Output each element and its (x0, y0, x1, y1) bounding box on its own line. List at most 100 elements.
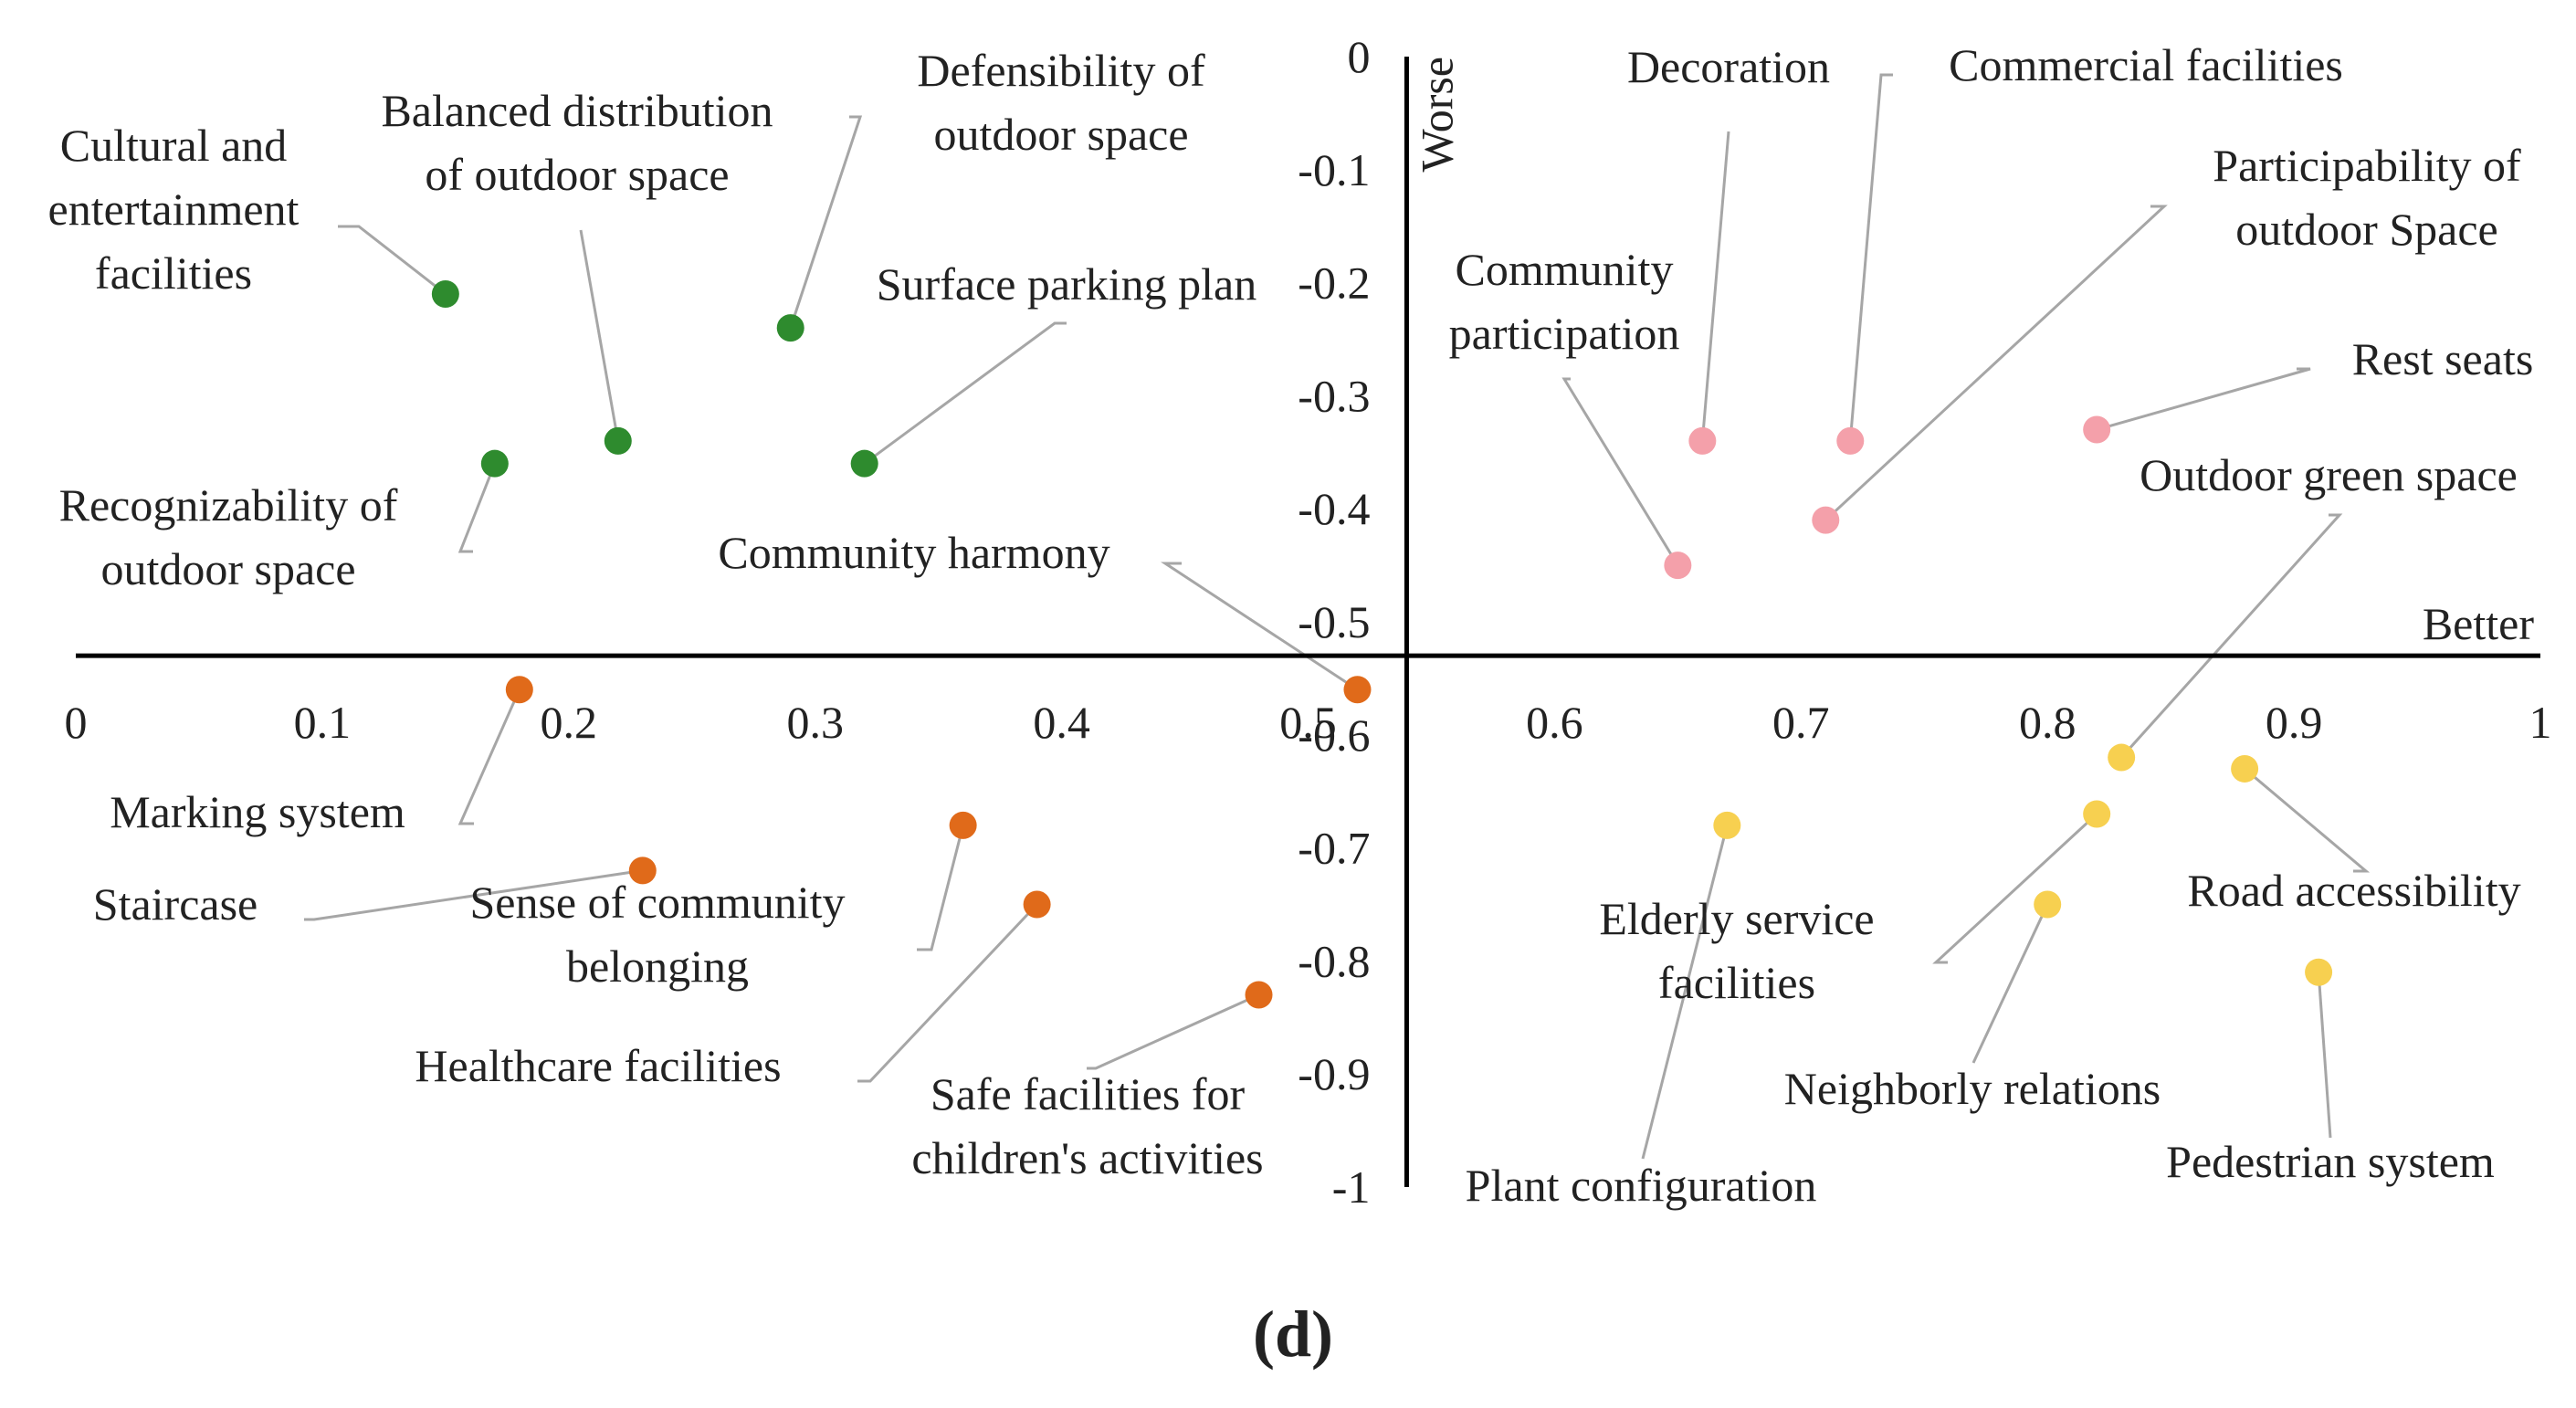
point-label-line: facilities (95, 247, 252, 299)
y-tick-label: -0.9 (1298, 1048, 1370, 1099)
leader-line (2317, 972, 2332, 1139)
point-label: Pedestrian system (2166, 1136, 2495, 1187)
leader-line (304, 868, 643, 921)
data-point (1023, 890, 1051, 919)
point-label-line: belonging (566, 940, 749, 992)
point-label-line: Rest seats (2352, 333, 2534, 384)
y-tick-label: -0.5 (1298, 596, 1370, 647)
point-label-line: Pedestrian system (2166, 1136, 2495, 1187)
point-label: Plant configuration (1466, 1160, 1817, 1211)
leader-line (1700, 131, 1730, 442)
point-label-line: outdoor space (933, 109, 1188, 160)
point-label-line: Community (1456, 244, 1674, 295)
point-label: Community harmony (718, 527, 1109, 578)
point-label-line: Plant configuration (1466, 1160, 1817, 1211)
data-point (776, 314, 804, 342)
point-label-line: Commercial facilities (1949, 39, 2343, 90)
point-label-line: Defensibility of (917, 45, 1205, 96)
y-tick-label: -0.8 (1298, 935, 1370, 986)
point-label: Sense of community belonging (469, 877, 845, 992)
data-point (431, 279, 459, 308)
panel-label: (d) (1253, 1298, 1333, 1371)
point-label-line: Neighborly relations (1784, 1063, 2161, 1114)
x-axis-title: Better (2423, 598, 2535, 649)
point-label-line: Recognizability of (59, 479, 398, 531)
point-label-line: Balanced distribution (381, 85, 773, 136)
point-label-line: Surface parking plan (877, 258, 1257, 310)
point-label-line: Road accessibility (2187, 865, 2520, 916)
x-tick-label: 0.5 (1279, 697, 1337, 748)
leader-line (2096, 367, 2311, 431)
leader-line (579, 229, 620, 442)
point-label-line: outdoor space (100, 543, 355, 594)
leader-line (1641, 825, 1729, 1160)
point-label: Community participation (1449, 244, 1680, 359)
point-label-line: Participability of (2213, 140, 2521, 191)
data-point (1836, 426, 1865, 455)
point-label-line: Safe facilities for (931, 1068, 1246, 1119)
point-label-line: entertainment (48, 184, 300, 235)
leader-line (2120, 513, 2343, 759)
y-tick-label: -0.6 (1298, 709, 1370, 761)
point-label: Staircase (93, 878, 258, 930)
point-label: Cultural and entertainment facilities (48, 120, 300, 299)
leader-line (338, 225, 447, 296)
y-tick-label: 0 (1347, 31, 1370, 82)
data-point (949, 811, 977, 839)
point-label: Recognizability of outdoor space (59, 479, 398, 594)
leader-line (1160, 562, 1359, 691)
data-point (2083, 415, 2111, 444)
data-point (1688, 426, 1717, 455)
point-label-line: of outdoor space (425, 149, 729, 200)
x-tick-label: 0.1 (294, 697, 352, 748)
x-tick-label: 0.2 (541, 697, 598, 748)
point-label: Surface parking plan (877, 258, 1257, 310)
data-point (604, 426, 632, 455)
data-point (2083, 800, 2111, 828)
leader-line (457, 688, 521, 825)
leader-line (857, 903, 1038, 1083)
point-labels: Cultural and entertainment facilities Balan… (48, 39, 2534, 1211)
leader-line (789, 115, 863, 329)
point-label: Rest seats (2352, 333, 2534, 384)
y-tick-labels: 0 -0.1 -0.2 -0.3 -0.4 -0.5 -0.6 -0.7 -0.8 -0.9 -1 (1298, 31, 1370, 1213)
point-label-line: Healthcare facilities (415, 1040, 781, 1091)
x-tick-label: 0 (65, 697, 88, 748)
point-label-line: children's activities (911, 1132, 1263, 1183)
point-label: Participability of outdoor Space (2213, 140, 2521, 255)
x-tick-label: 0.8 (2019, 697, 2077, 748)
y-tick-label: -0.4 (1298, 483, 1370, 534)
y-tick-label: -0.2 (1298, 257, 1370, 309)
leader-line (457, 463, 497, 553)
data-point (480, 449, 509, 478)
data-points (431, 279, 2333, 1009)
y-tick-label: -0.3 (1298, 370, 1370, 421)
leader-line (1848, 73, 1893, 442)
point-label-line: facilities (1658, 957, 1815, 1008)
leader-line (1087, 993, 1260, 1070)
leader-line (863, 321, 1067, 465)
point-label: Safe facilities for children's activities (911, 1068, 1263, 1183)
point-label: Balanced distribution of outdoor space (381, 85, 773, 200)
point-label: Marking system (110, 786, 405, 837)
leader-line (917, 825, 965, 951)
point-label-line: Elderly service (1599, 893, 1874, 944)
point-label: Healthcare facilities (415, 1040, 781, 1091)
leader-line (1932, 813, 2098, 964)
y-tick-label: -1 (1332, 1161, 1371, 1213)
x-tick-label: 0.7 (1772, 697, 1830, 748)
leader-lines (304, 73, 2371, 1160)
data-point (2108, 743, 2136, 772)
data-point (1713, 811, 1741, 839)
data-point (2305, 958, 2333, 986)
x-tick-label: 0.6 (1526, 697, 1583, 748)
point-label: Defensibility of outdoor space (917, 45, 1205, 160)
point-label: Outdoor green space (2140, 449, 2518, 500)
point-label-line: outdoor Space (2235, 204, 2497, 255)
y-tick-label: -0.1 (1298, 144, 1370, 195)
point-label-line: Sense of community (469, 877, 845, 928)
point-label: Decoration (1627, 41, 1830, 92)
point-label: Road accessibility (2187, 865, 2520, 916)
